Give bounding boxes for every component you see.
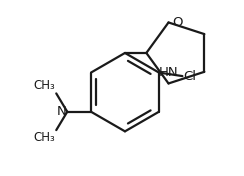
Text: Cl: Cl bbox=[183, 70, 197, 83]
Text: CH₃: CH₃ bbox=[33, 79, 55, 92]
Text: O: O bbox=[173, 16, 183, 29]
Text: HN: HN bbox=[159, 66, 178, 79]
Text: CH₃: CH₃ bbox=[33, 131, 55, 144]
Text: N: N bbox=[56, 105, 66, 118]
